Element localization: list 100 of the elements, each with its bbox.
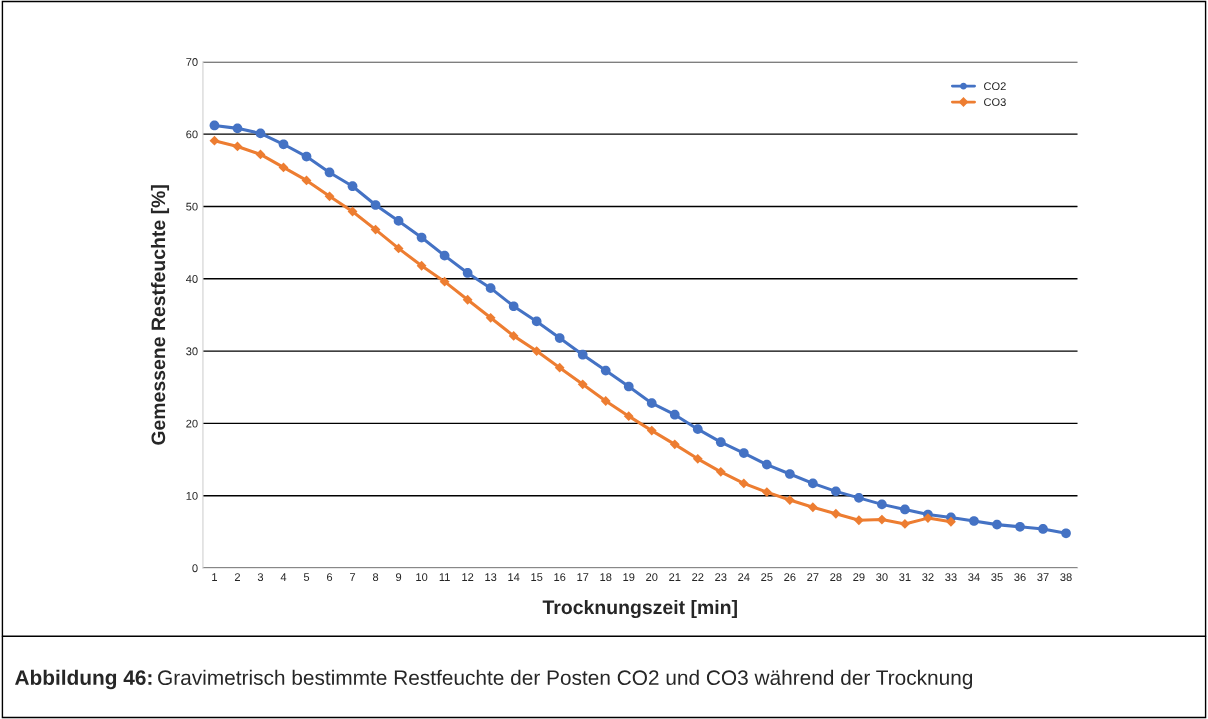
y-tick-label: 70 bbox=[186, 58, 198, 66]
point bbox=[900, 518, 910, 529]
x-tick-label: 33 bbox=[945, 573, 957, 582]
x-tick-label: 31 bbox=[899, 573, 911, 582]
point bbox=[600, 365, 611, 376]
x-tick-label: 16 bbox=[554, 573, 566, 582]
point bbox=[554, 362, 565, 373]
x-tick-label: 34 bbox=[968, 573, 980, 582]
point bbox=[301, 175, 312, 186]
point bbox=[808, 478, 818, 489]
point bbox=[439, 276, 450, 287]
point bbox=[324, 191, 335, 202]
point bbox=[554, 333, 565, 343]
point bbox=[416, 232, 427, 243]
x-tick-label: 32 bbox=[922, 573, 934, 582]
y-tick-label: 30 bbox=[186, 347, 198, 356]
point bbox=[209, 120, 220, 131]
point bbox=[1015, 521, 1025, 532]
point bbox=[462, 294, 473, 305]
point bbox=[1038, 524, 1048, 534]
point bbox=[347, 181, 358, 192]
x-tick-label: 19 bbox=[623, 573, 635, 582]
x-tick-label: 37 bbox=[1037, 573, 1049, 582]
point bbox=[531, 316, 542, 327]
x-tick-label: 27 bbox=[807, 573, 819, 581]
x-tick-label: 12 bbox=[462, 573, 474, 581]
point bbox=[807, 502, 818, 513]
x-tick-label: 1 bbox=[212, 573, 217, 581]
point bbox=[853, 515, 864, 526]
point bbox=[485, 283, 496, 294]
point bbox=[692, 453, 703, 464]
x-tick-label: 38 bbox=[1060, 573, 1072, 582]
point bbox=[278, 162, 289, 173]
point bbox=[761, 459, 772, 470]
point bbox=[209, 135, 220, 146]
y-tick-label: 0 bbox=[192, 564, 198, 573]
point bbox=[831, 486, 841, 497]
point bbox=[623, 381, 634, 392]
point bbox=[324, 167, 335, 178]
x-axis-title: Trocknungszeit [min] bbox=[542, 599, 737, 619]
legend-label: CO2 bbox=[984, 82, 1006, 91]
x-tick-label: 14 bbox=[508, 573, 520, 581]
point bbox=[370, 200, 381, 210]
x-tick-label: 9 bbox=[396, 573, 402, 582]
x-tick-label: 25 bbox=[761, 573, 773, 582]
point bbox=[669, 439, 680, 450]
x-tick-label: 24 bbox=[738, 573, 750, 581]
text: Gravimetrisch bestimmte Restfeuchte der Posten CO2 und CO3 während der Trocknung bbox=[158, 669, 973, 690]
x-tick-label: 23 bbox=[715, 573, 727, 582]
point bbox=[900, 504, 910, 515]
x-tick-label: 2 bbox=[234, 573, 240, 581]
x-tick-label: 36 bbox=[1014, 573, 1026, 582]
x-tick-label: 35 bbox=[991, 573, 1003, 582]
point bbox=[255, 149, 266, 160]
point bbox=[531, 346, 542, 356]
point bbox=[416, 260, 427, 271]
y-tick-label: 60 bbox=[186, 130, 198, 139]
point bbox=[830, 508, 841, 519]
x-tick-label: 22 bbox=[692, 573, 704, 581]
x-tick-label: 29 bbox=[853, 573, 865, 582]
legend-label: CO3 bbox=[984, 98, 1006, 107]
point bbox=[669, 409, 680, 420]
point bbox=[278, 139, 289, 150]
point bbox=[623, 411, 634, 422]
text: Abbildung 46: bbox=[15, 669, 152, 690]
point bbox=[370, 224, 381, 235]
x-tick-label: 3 bbox=[257, 573, 264, 582]
point bbox=[232, 141, 243, 152]
x-tick-label: 28 bbox=[830, 573, 842, 582]
y-tick-label: 10 bbox=[186, 491, 198, 500]
point bbox=[738, 478, 749, 489]
point bbox=[854, 493, 864, 503]
point bbox=[969, 516, 979, 526]
point bbox=[600, 396, 611, 406]
point bbox=[992, 519, 1002, 530]
point bbox=[255, 128, 266, 139]
point bbox=[761, 487, 772, 497]
point bbox=[508, 301, 519, 312]
x-tick-label: 4 bbox=[280, 573, 287, 581]
y-tick-label: 40 bbox=[185, 275, 198, 283]
y-tick-label: 20 bbox=[186, 419, 198, 428]
point bbox=[232, 123, 243, 134]
point bbox=[692, 424, 703, 435]
point bbox=[393, 216, 404, 226]
point bbox=[715, 437, 726, 448]
point bbox=[946, 516, 956, 527]
x-tick-label: 20 bbox=[646, 573, 658, 582]
x-tick-label: 30 bbox=[876, 573, 888, 582]
point bbox=[646, 425, 657, 436]
x-tick-label: 8 bbox=[372, 573, 379, 582]
point bbox=[715, 466, 726, 477]
point bbox=[577, 349, 588, 360]
point bbox=[784, 469, 795, 479]
point bbox=[301, 151, 312, 162]
point bbox=[784, 495, 795, 505]
x-tick-label: 5 bbox=[303, 573, 310, 582]
x-tick-label: 26 bbox=[784, 573, 796, 582]
point bbox=[508, 330, 519, 341]
point bbox=[439, 250, 450, 261]
x-tick-label: 11 bbox=[439, 573, 450, 581]
